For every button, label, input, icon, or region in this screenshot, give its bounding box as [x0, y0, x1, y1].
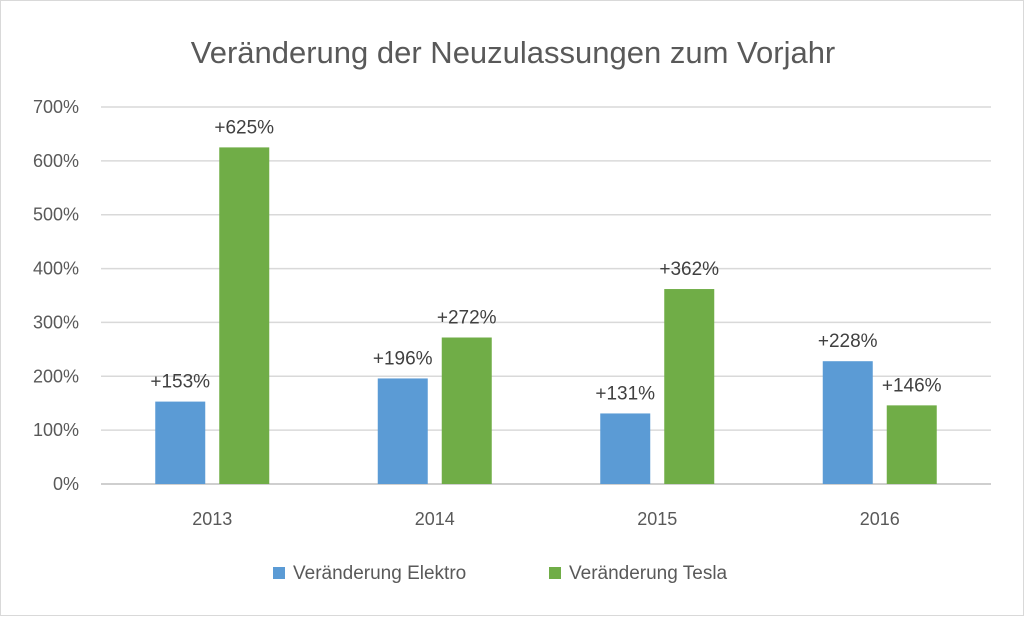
x-category-label: 2016: [860, 509, 900, 529]
x-category-label: 2014: [415, 509, 455, 529]
y-tick-label: 600%: [33, 151, 79, 171]
bar-2013-tesla: [219, 147, 270, 484]
y-tick-label: 500%: [33, 205, 79, 225]
data-label: +228%: [818, 331, 878, 352]
y-tick-label: 300%: [33, 312, 79, 332]
legend-label: Veränderung Elektro: [293, 563, 466, 584]
y-tick-label: 100%: [33, 420, 79, 440]
data-labels: +153% +625% +196%+272% +131% +362% +228% +146%: [150, 117, 941, 404]
bar-2015-tesla: [664, 289, 715, 484]
legend-swatch: [273, 567, 285, 579]
data-label: +272%: [437, 308, 497, 329]
bar-2014-elektro: [377, 378, 428, 484]
legend-swatch: [549, 567, 561, 579]
data-label: +131%: [595, 383, 655, 404]
y-tick-label: 0%: [53, 474, 79, 494]
data-label: +153%: [150, 372, 210, 393]
y-axis-ticks: 0% 100% 200% 300% 400% 500% 600% 700%: [33, 97, 79, 494]
bar-2015-elektro: [600, 413, 651, 484]
y-tick-label: 200%: [33, 366, 79, 386]
x-category-label: 2013: [192, 509, 232, 529]
bar-2013-elektro: [155, 401, 206, 484]
bar-2014-tesla: [441, 337, 492, 484]
bar-2016-tesla: [886, 405, 937, 484]
y-tick-label: 700%: [33, 97, 79, 117]
x-category-label: 2015: [637, 509, 677, 529]
data-label: +625%: [214, 117, 274, 138]
data-label: +362%: [659, 259, 719, 280]
data-label: +146%: [882, 375, 942, 396]
legend: Veränderung Elektro Veränderung Tesla: [273, 563, 728, 584]
data-label: +196%: [373, 348, 433, 369]
y-tick-label: 400%: [33, 259, 79, 279]
chart-title: Veränderung der Neuzulassungen zum Vorja…: [191, 35, 836, 70]
x-axis-categories: 2013 2014 2015 2016: [192, 509, 900, 529]
bars: [155, 147, 937, 484]
bar-2016-elektro: [822, 361, 873, 484]
legend-label: Veränderung Tesla: [569, 563, 728, 584]
